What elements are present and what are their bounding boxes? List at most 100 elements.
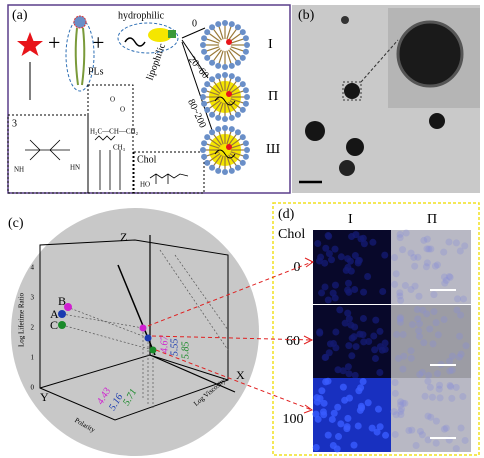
particle: [305, 121, 325, 141]
chem: H₂C—CH—CH₂: [90, 128, 139, 136]
head: [244, 94, 250, 100]
lipid-tail: [212, 154, 222, 167]
nucleus: [435, 385, 443, 393]
nucleus: [342, 266, 350, 274]
head: [200, 42, 206, 48]
lipid-tail: [208, 100, 221, 110]
nucleus: [374, 405, 382, 413]
lipid-tail: [208, 84, 221, 94]
nucleus: [446, 367, 454, 375]
nucleus: [392, 411, 400, 419]
head: [215, 21, 222, 28]
nucleus: [358, 404, 366, 412]
micrographs: [312, 229, 471, 453]
nucleus: [414, 253, 422, 261]
dye: [226, 39, 232, 45]
nucleus: [407, 285, 415, 293]
value-label: 4.67: [159, 335, 170, 354]
nucleus: [415, 327, 423, 335]
nucleus: [399, 365, 407, 373]
head: [200, 94, 206, 100]
row-label: 100: [283, 412, 304, 427]
nucleus: [423, 310, 431, 318]
nucleus: [348, 233, 356, 241]
nucleus: [324, 296, 332, 304]
nucleus: [357, 235, 365, 243]
lipid-tail: [230, 90, 245, 96]
nucleus: [430, 291, 438, 299]
nucleus: [454, 295, 462, 303]
head: [200, 147, 206, 153]
nucleus: [381, 251, 389, 259]
nucleus: [416, 427, 424, 435]
nucleus: [394, 354, 402, 362]
dye: [226, 91, 232, 97]
head: [215, 62, 222, 69]
row-label: 60: [286, 334, 300, 349]
nucleus: [462, 342, 470, 350]
column-label: Π: [427, 212, 437, 227]
nucleus: [352, 343, 360, 351]
structure-box: [7, 114, 89, 194]
nucleus: [344, 255, 352, 263]
lipid-tail: [229, 32, 242, 42]
head: [234, 76, 241, 83]
head: [234, 164, 241, 171]
panel-label: (d): [278, 207, 295, 222]
nucleus: [397, 411, 405, 419]
nucleus: [455, 353, 463, 361]
nucleus: [397, 401, 405, 409]
label: hydrophilic: [118, 10, 165, 21]
z-ticks: 0 1 2 3 4: [31, 264, 35, 392]
nucleus: [319, 408, 327, 416]
label: Chol: [137, 154, 157, 165]
head: [234, 111, 241, 118]
point: [64, 303, 72, 311]
nucleus: [334, 403, 342, 411]
lipid-tail: [230, 38, 245, 44]
lipid-tail: [205, 90, 220, 96]
merged-image: [391, 230, 471, 304]
nucleus: [401, 282, 409, 290]
nucleus: [355, 387, 363, 395]
lipid-tail: [226, 102, 232, 117]
nucleus: [379, 288, 387, 296]
label: PLs: [88, 66, 104, 77]
nucleus: [422, 263, 430, 271]
head: [201, 100, 208, 107]
lipid-tail: [230, 151, 245, 157]
nucleus: [427, 413, 435, 421]
nucleus: [445, 238, 453, 246]
lipid-tail: [218, 77, 224, 92]
head: [204, 81, 211, 88]
head: [234, 24, 241, 31]
z-tick-label: 4: [31, 264, 35, 272]
nucleus: [415, 332, 423, 340]
nucleus: [359, 314, 367, 322]
head: [209, 24, 216, 31]
nucleus: [448, 394, 456, 402]
nucleus: [339, 383, 347, 391]
nucleus: [442, 424, 450, 432]
nucleus: [456, 247, 464, 255]
nucleus: [359, 378, 367, 386]
fluorescence-image: [313, 305, 391, 379]
head: [222, 64, 228, 70]
nucleus: [391, 280, 399, 288]
nucleus: [436, 394, 444, 402]
nucleus: [348, 334, 356, 342]
lipid-tail: [228, 154, 238, 167]
pls-outline: [65, 18, 95, 92]
chem-drawing: [25, 139, 70, 161]
chain: [214, 96, 236, 106]
nucleus: [392, 270, 400, 278]
panel-d: (d) Chol I Π 0 60 100: [272, 202, 480, 456]
nucleus: [423, 245, 431, 253]
nucleus: [459, 295, 467, 303]
nucleus: [381, 339, 389, 347]
nucleus: [411, 262, 419, 270]
nucleus: [391, 430, 399, 438]
label: 0: [192, 18, 197, 29]
head: [222, 169, 228, 175]
lipid-tail: [229, 153, 242, 163]
